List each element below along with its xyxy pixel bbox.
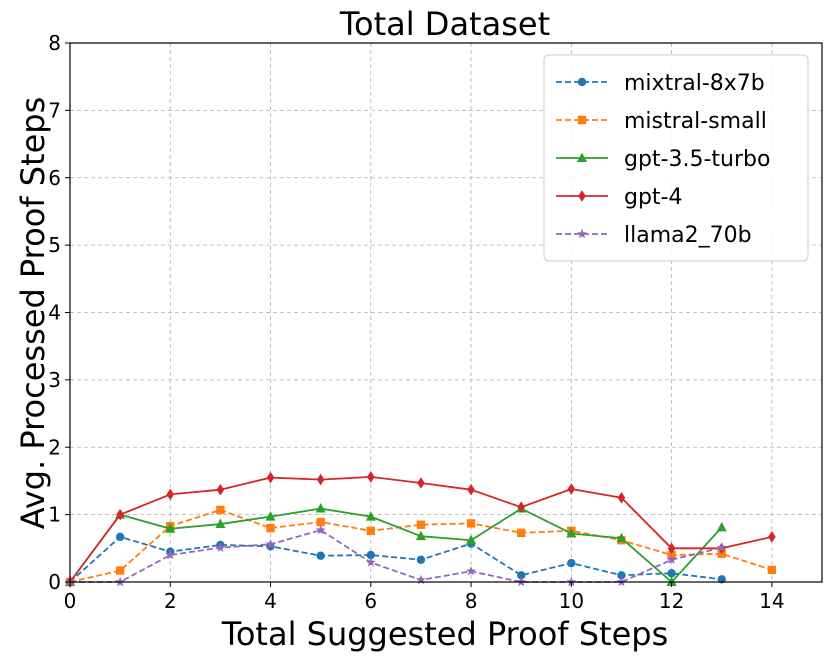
x-tick-label: 4: [264, 589, 277, 613]
legend: mixtral-8x7b mistral-small gpt-3.5-turbo gp…: [543, 54, 809, 262]
data-point: [716, 542, 727, 552]
series-mixtral-8x7b: [65, 532, 726, 587]
series-line-mixtral-8x7b: [69, 535, 722, 583]
legend-label: gpt-4: [624, 185, 683, 210]
data-point: [466, 519, 476, 528]
data-point: [115, 566, 125, 575]
series-line-gpt-3.5-turbo: [69, 507, 723, 583]
data-point: [666, 554, 677, 564]
y-tick-label: 6: [48, 166, 61, 190]
data-point: [567, 483, 576, 495]
data-point: [165, 523, 176, 533]
data-point: [417, 477, 425, 489]
y-tick-label: 3: [48, 368, 61, 392]
data-point: [667, 542, 676, 555]
data-point: [116, 508, 124, 521]
data-point: [415, 530, 426, 541]
legend-label: mixtral-8x7b: [624, 71, 765, 96]
legend-label: llama2_70b: [624, 223, 752, 248]
legend-label: gpt-3.5-turbo: [624, 147, 770, 172]
data-point: [266, 471, 275, 484]
x-tick-label: 10: [559, 589, 584, 613]
data-point: [517, 528, 526, 538]
data-point: [266, 523, 275, 533]
data-point: [265, 539, 276, 549]
data-point: [165, 549, 176, 560]
legend-marker: [577, 228, 587, 239]
data-point: [617, 571, 626, 580]
x-tick-label: 2: [164, 589, 177, 613]
data-point: [767, 565, 777, 575]
data-point: [216, 483, 225, 496]
y-tick-label: 4: [48, 301, 61, 325]
data-point: [216, 505, 225, 515]
series-line-gpt-4: [69, 475, 773, 583]
data-point: [365, 511, 376, 521]
legend-marker: [577, 115, 587, 125]
legend-marker: [577, 77, 587, 87]
legend-item-llama2_70b: llama2_70b: [556, 223, 752, 248]
data-point: [517, 571, 526, 580]
data-point: [716, 521, 727, 532]
data-point: [768, 531, 776, 543]
y-tick-label: 2: [48, 435, 61, 459]
data-point: [316, 551, 325, 560]
series-layer: [65, 471, 777, 588]
legend-item-gpt-4: gpt-4: [556, 185, 683, 210]
series-gpt-4: [66, 471, 776, 588]
data-point: [367, 471, 375, 483]
data-point: [215, 518, 226, 529]
x-tick-label: 6: [364, 589, 377, 613]
data-point: [517, 501, 525, 514]
legend-marker: [577, 152, 587, 162]
y-tick-label: 5: [48, 233, 61, 257]
data-point: [567, 558, 576, 568]
data-point: [466, 566, 477, 576]
legend-label: mistral-small: [624, 109, 767, 134]
data-point: [215, 542, 226, 552]
series-line-mistral-small: [69, 509, 773, 583]
legend-marker: [578, 190, 586, 202]
data-point: [366, 550, 375, 560]
x-axis-label: Total Suggested Proof Steps: [221, 615, 669, 653]
y-tick-label: 8: [48, 31, 61, 55]
data-point: [416, 555, 426, 564]
series-llama2_70b: [65, 524, 727, 587]
x-tick-label: 12: [659, 589, 684, 613]
data-point: [617, 491, 626, 504]
data-point: [466, 534, 477, 545]
data-point: [666, 576, 677, 586]
data-point: [166, 488, 175, 501]
data-point: [366, 526, 375, 535]
series-line-llama2_70b: [70, 529, 722, 583]
legend-frame: [543, 54, 809, 262]
y-tick-label: 0: [48, 570, 61, 594]
data-point: [616, 532, 627, 543]
x-tick-label: 8: [465, 589, 478, 613]
legend-item-mixtral-8x7b: mixtral-8x7b: [556, 71, 765, 96]
y-tick-label: 1: [48, 503, 61, 527]
data-point: [667, 569, 676, 578]
data-point: [315, 503, 326, 513]
chart-title: Total Dataset: [339, 5, 550, 43]
data-point: [315, 524, 326, 535]
data-point: [316, 517, 325, 527]
x-tick-label: 14: [759, 589, 784, 613]
y-axis-label: Avg. Processed Proof Steps: [14, 97, 52, 529]
data-point: [415, 574, 426, 585]
data-point: [265, 511, 276, 521]
data-point: [365, 557, 376, 567]
data-point: [467, 483, 475, 496]
legend-item-gpt-3.5-turbo: gpt-3.5-turbo: [556, 147, 770, 172]
data-point: [115, 532, 125, 542]
data-point: [316, 473, 325, 486]
x-tick-label: 0: [64, 589, 77, 613]
data-point: [416, 520, 426, 529]
y-tick-label: 7: [48, 98, 61, 122]
legend-item-mistral-small: mistral-small: [556, 109, 767, 134]
data-point: [566, 527, 577, 538]
series-gpt-3.5-turbo: [65, 503, 727, 586]
